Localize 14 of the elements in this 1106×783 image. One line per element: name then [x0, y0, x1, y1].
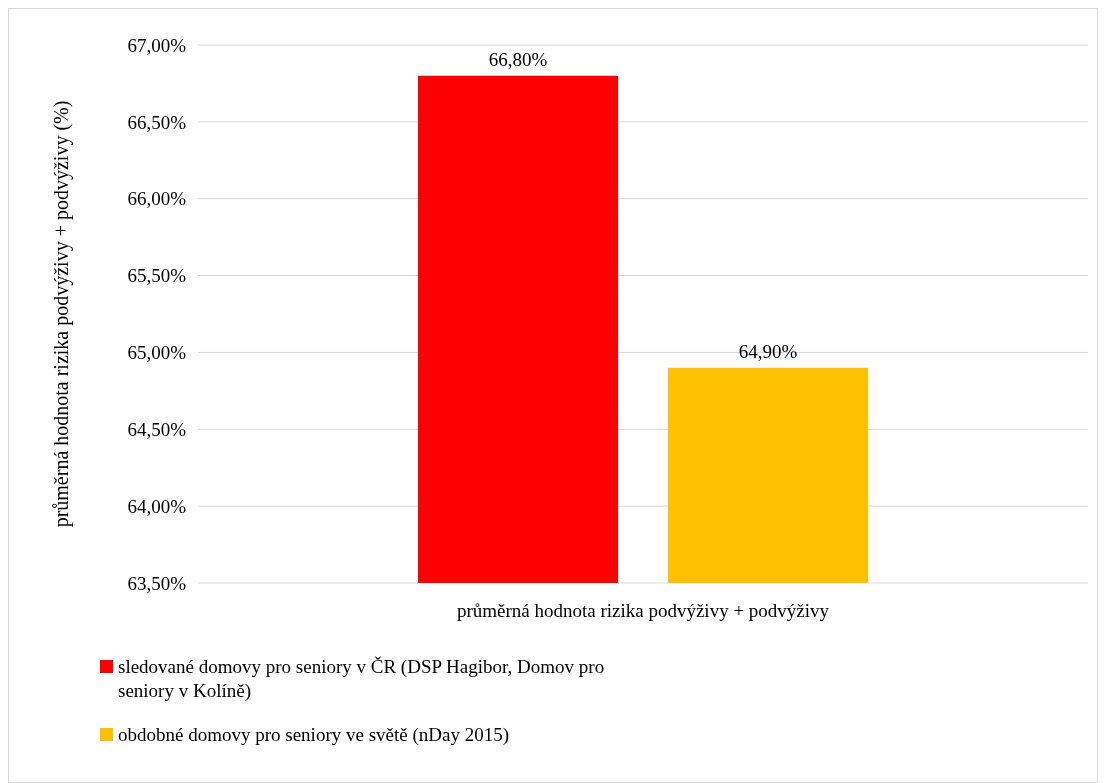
y-tick-label: 66,00%: [127, 188, 187, 210]
y-tick-label: 63,50%: [127, 572, 187, 594]
y-axis-title: průměrná hodnota rizika podvýživy + podvýživy (%): [50, 100, 73, 528]
y-tick-label: 64,00%: [127, 495, 187, 517]
y-tick-label: 64,50%: [127, 418, 187, 440]
data-label: 66,80%: [488, 48, 548, 70]
data-label: 64,90%: [738, 340, 798, 362]
legend-label: obdobné domovy pro seniory ve světě (nDay 2015): [118, 724, 510, 746]
y-tick-label: 65,50%: [127, 265, 187, 287]
x-tick-label: průměrná hodnota rizika podvýživy + podvýživy: [456, 600, 830, 621]
legend-label: sledované domovy pro seniory v ČR (DSP Hagibor, Domov pro seniory v Kolíně): [118, 656, 605, 702]
y-tick-label: 65,00%: [127, 342, 187, 364]
y-tick-label: 67,00%: [127, 34, 187, 56]
y-tick-label: 66,50%: [127, 111, 187, 133]
